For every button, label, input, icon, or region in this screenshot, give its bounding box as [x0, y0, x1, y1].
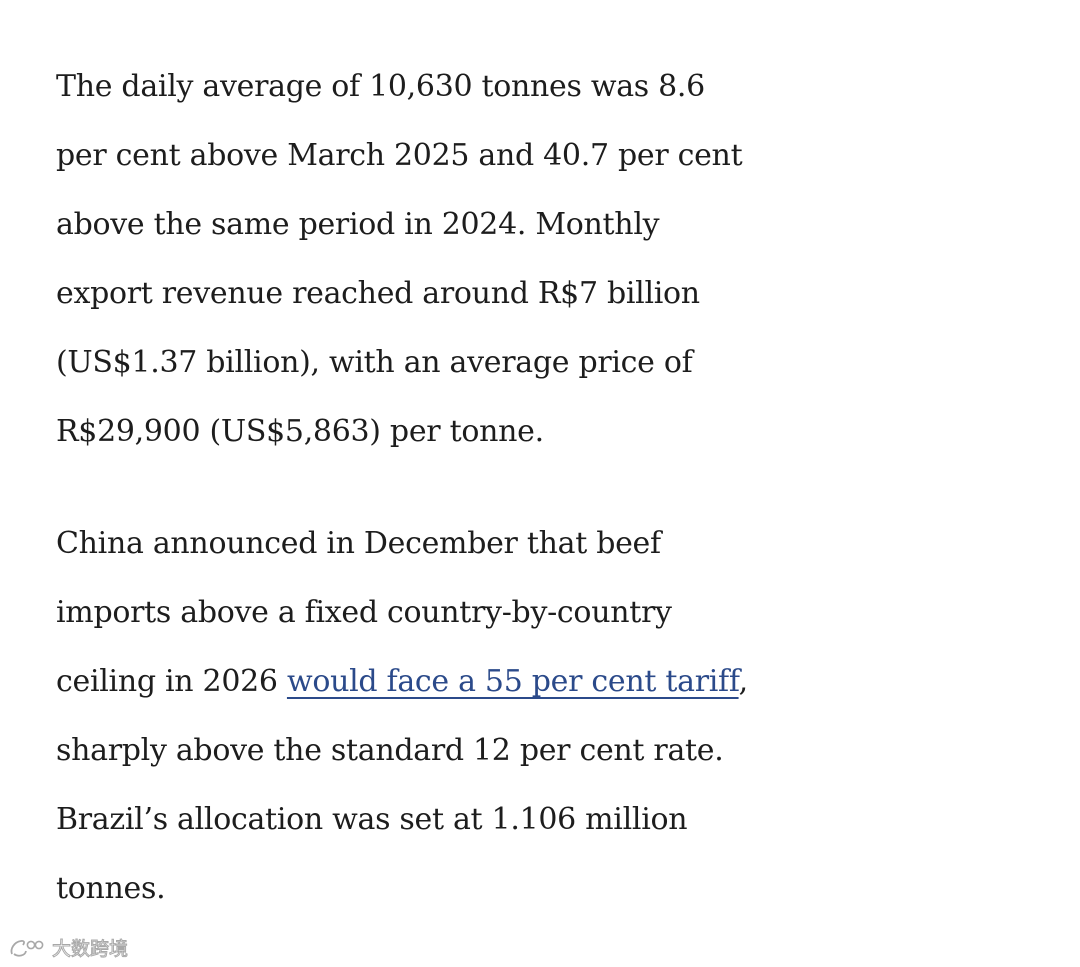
- text-line: above the same period in 2024. Monthly: [56, 207, 660, 242]
- text-segment: ceiling in 2026: [56, 664, 287, 699]
- text-line: imports above a fixed country-by-country: [56, 595, 672, 630]
- text-line: China announced in December that beef: [56, 526, 661, 561]
- text-line: per cent above March 2025 and 40.7 per c…: [56, 138, 743, 173]
- watermark-text: 大数跨境: [51, 938, 129, 961]
- text-segment: ,: [738, 664, 749, 699]
- paragraph-china-tariff: China announced in December that beef im…: [56, 509, 1046, 923]
- text-line: The daily average of 10,630 tonnes was 8…: [56, 69, 705, 104]
- text-line: Brazil’s allocation was set at 1.106 mil…: [56, 802, 688, 837]
- paragraph-export-stats: The daily average of 10,630 tonnes was 8…: [56, 52, 1046, 466]
- weibo-like-logo-icon: [8, 937, 48, 959]
- text-line: sharply above the standard 12 per cent r…: [56, 733, 724, 768]
- text-line: (US$1.37 billion), with an average price…: [56, 345, 693, 380]
- watermark: 大数跨境: [8, 934, 129, 961]
- text-line: R$29,900 (US$5,863) per tonne.: [56, 414, 544, 449]
- text-line-with-link: ceiling in 2026 would face a 55 per cent…: [56, 647, 1046, 716]
- article-body: The daily average of 10,630 tonnes was 8…: [56, 52, 1046, 923]
- text-line: tonnes.: [56, 871, 166, 906]
- tariff-article-link[interactable]: would face a 55 per cent tariff: [286, 664, 739, 699]
- text-line: export revenue reached around R$7 billio…: [56, 276, 700, 311]
